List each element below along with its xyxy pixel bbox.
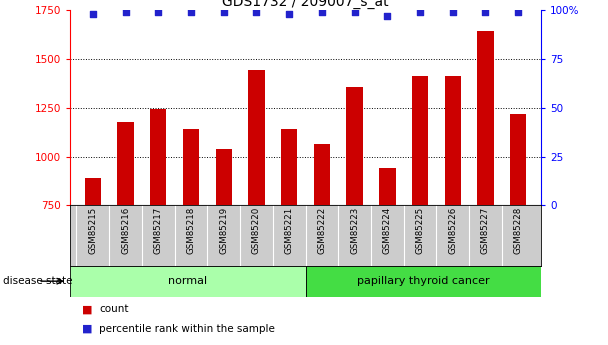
Text: GSM85226: GSM85226 [448,207,457,254]
Text: GSM85219: GSM85219 [219,207,228,254]
Text: count: count [99,304,129,314]
Point [481,10,491,15]
Bar [183,129,199,205]
Text: GSM85221: GSM85221 [285,207,294,254]
Bar [347,87,363,205]
Text: GSM85227: GSM85227 [481,207,490,254]
Bar [444,76,461,205]
Text: GSM85218: GSM85218 [187,207,196,254]
Text: GSM85224: GSM85224 [383,207,392,254]
Point [350,10,359,15]
Text: GSM85220: GSM85220 [252,207,261,254]
Text: disease state: disease state [3,276,72,286]
Bar [117,122,134,205]
Bar [412,76,428,205]
Text: GSM85217: GSM85217 [154,207,163,254]
Bar [379,168,396,205]
Text: GSM85228: GSM85228 [514,207,523,254]
Point [285,11,294,17]
Text: percentile rank within the sample: percentile rank within the sample [99,324,275,334]
Point [219,10,229,15]
Bar [150,109,167,205]
Text: normal: normal [168,276,207,286]
Bar [281,129,297,205]
Text: GSM85222: GSM85222 [317,207,326,254]
Point [513,10,523,15]
Text: GSM85223: GSM85223 [350,207,359,254]
Bar [510,114,527,205]
Bar [85,178,101,205]
Text: GSM85216: GSM85216 [121,207,130,254]
Text: GSM85215: GSM85215 [88,207,97,254]
Text: GSM85225: GSM85225 [415,207,424,254]
Point [382,13,392,19]
Bar [215,149,232,205]
Point [88,11,98,17]
Text: papillary thyroid cancer: papillary thyroid cancer [357,276,489,286]
Text: ■: ■ [82,304,92,314]
FancyBboxPatch shape [70,266,305,297]
FancyBboxPatch shape [305,266,541,297]
Bar [314,144,330,205]
Point [153,10,163,15]
Point [120,10,130,15]
Title: GDS1732 / 209007_s_at: GDS1732 / 209007_s_at [222,0,389,9]
Text: ■: ■ [82,324,92,334]
Point [186,10,196,15]
Bar [248,70,264,205]
Point [415,10,425,15]
Bar [477,31,494,205]
Point [317,10,326,15]
Point [448,10,458,15]
Point [252,10,261,15]
